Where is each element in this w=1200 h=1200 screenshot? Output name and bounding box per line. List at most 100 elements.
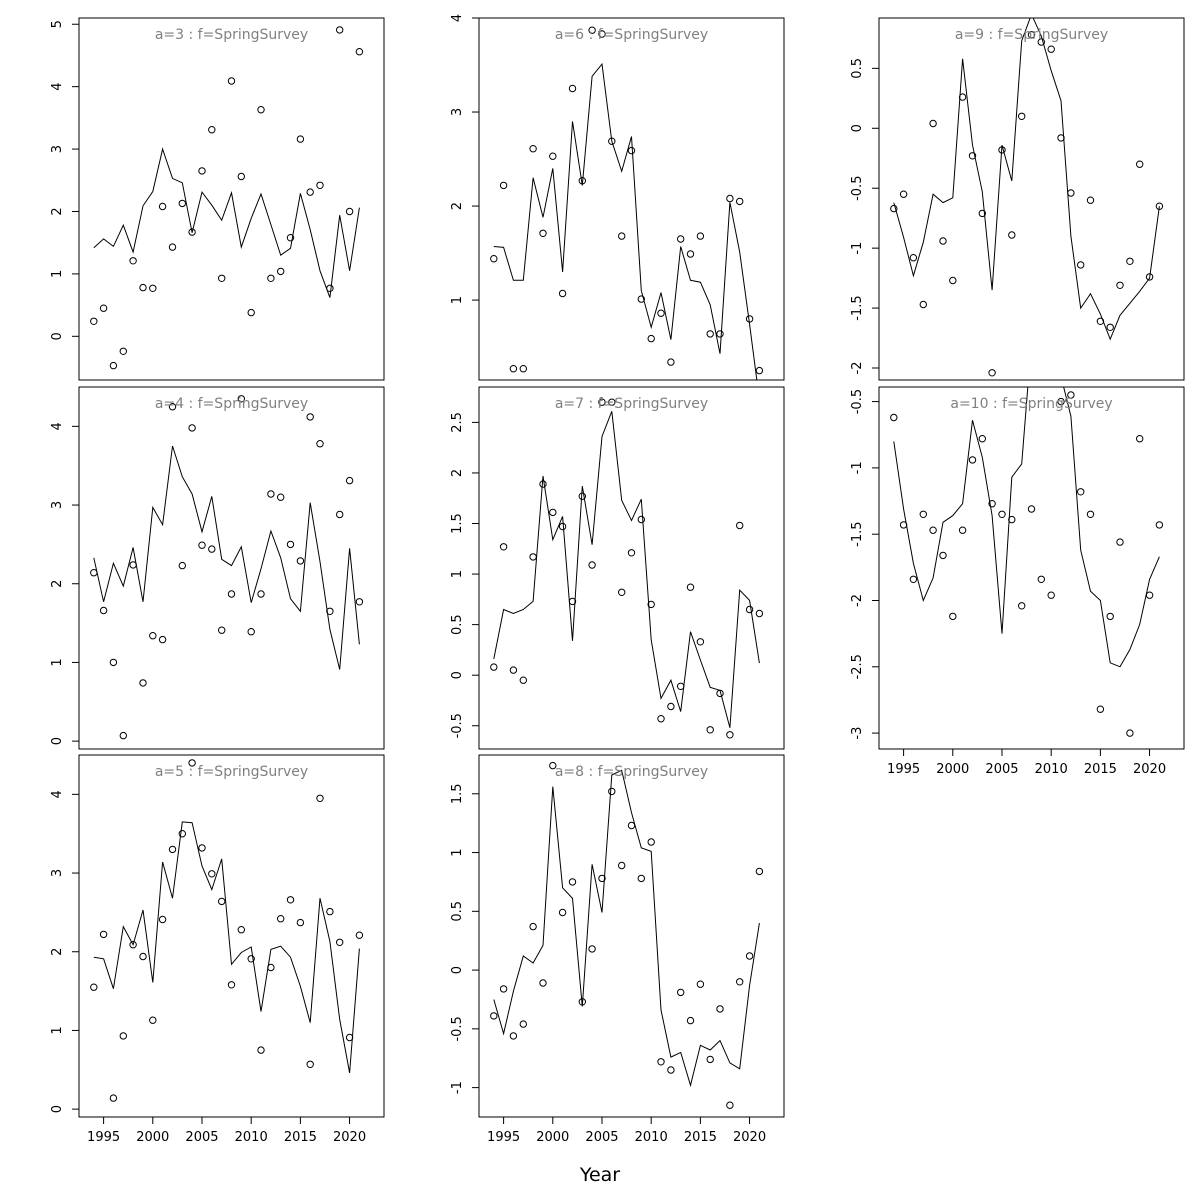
observed-point: [227, 590, 236, 598]
observed-point: [598, 874, 606, 883]
y-tick-label: -0.5: [850, 176, 865, 201]
observed-point: [227, 981, 236, 989]
observed-point: [657, 1058, 665, 1066]
panel-title: a=4 : f=SpringSurvey: [155, 396, 308, 412]
observed-point: [129, 257, 137, 265]
observed-point: [336, 26, 344, 34]
y-tick-label: 1.5: [450, 783, 465, 804]
observed-point: [168, 403, 177, 411]
y-tick-label: 1: [450, 296, 465, 304]
panel-6: -3 -2.5 -2 -1.5 -1 -0.5 1995 2000 2005 2010 2015 20…: [850, 386, 1185, 777]
observed-point: [618, 861, 626, 870]
observed-point: [998, 146, 1006, 154]
observed-point: [539, 480, 547, 488]
observed-point: [139, 679, 147, 687]
x-tick-label: 1995: [87, 1130, 120, 1145]
panel-1: 0 1 2 3 4 5 a=3 : f=SpringSurvey: [50, 17, 385, 381]
observed-point: [706, 330, 714, 338]
observed-point: [909, 254, 918, 262]
fitted-line: [93, 821, 360, 1073]
observed-point: [578, 492, 586, 500]
observed-point: [90, 569, 98, 577]
observed-point: [726, 1101, 734, 1109]
observed-point: [686, 583, 695, 591]
y-tick-label: 2.5: [450, 412, 465, 433]
observed-point: [529, 145, 537, 153]
observed-point: [755, 609, 764, 618]
observed-point: [686, 250, 695, 258]
plot-frame: [78, 386, 385, 750]
observed-point: [355, 598, 364, 606]
observed-point: [647, 838, 655, 846]
observed-point: [499, 543, 508, 551]
observed-point: [929, 526, 937, 534]
y-tick-label: 1.5: [450, 513, 465, 534]
observed-point: [726, 731, 734, 739]
observed-point: [716, 1005, 724, 1013]
observed-point: [1008, 515, 1016, 524]
observed-point: [355, 48, 364, 56]
fitted-line: [893, 18, 1160, 341]
observed-point: [208, 126, 216, 134]
y-tick-label: 1: [50, 270, 65, 278]
observed-point: [188, 228, 196, 236]
observed-point: [168, 845, 177, 854]
observed-point: [988, 369, 996, 377]
observed-point: [1047, 45, 1055, 53]
plot-frame: [78, 17, 385, 381]
observed-point: [109, 1094, 118, 1102]
observed-point: [726, 194, 734, 203]
plot-frame: [478, 386, 785, 750]
y-tick-label: 0.5: [450, 901, 465, 922]
observed-point: [1018, 112, 1026, 121]
observed-point: [745, 605, 754, 614]
observed-point: [968, 456, 977, 464]
y-tick-label: 0: [850, 124, 865, 132]
observed-point: [1116, 538, 1124, 546]
plot-area: [90, 395, 364, 740]
observed-point: [529, 922, 537, 931]
x-tick-label: 2020: [733, 1130, 766, 1145]
observed-point: [529, 553, 537, 561]
y-tick-label: 0: [50, 332, 65, 340]
fitted-line: [493, 769, 760, 1088]
observed-point: [1136, 435, 1144, 443]
panel-title: a=5 : f=SpringSurvey: [155, 764, 308, 780]
observed-point: [149, 1016, 157, 1024]
fitted-line: [893, 387, 1160, 668]
plot-frame: [478, 17, 785, 381]
y-tick-label: 4: [450, 14, 465, 22]
observed-point: [336, 510, 344, 519]
observed-point: [549, 508, 557, 517]
observed-point: [919, 510, 927, 518]
observed-point: [696, 638, 705, 646]
observed-point: [736, 197, 744, 206]
observed-point: [218, 897, 226, 906]
observed-point: [296, 918, 305, 927]
y-tick-label: 3: [50, 869, 65, 877]
y-tick-label: 2: [450, 469, 465, 477]
observed-point: [326, 607, 334, 615]
observed-point: [1027, 31, 1036, 39]
observed-point: [509, 1032, 518, 1040]
observed-point: [149, 632, 157, 640]
observed-point: [1057, 397, 1065, 406]
observed-point: [647, 334, 655, 343]
x-axis-label: Year: [579, 1164, 620, 1186]
plot-area: [490, 398, 764, 739]
observed-point: [99, 930, 108, 939]
observed-point: [237, 926, 246, 934]
observed-point: [549, 761, 557, 770]
observed-point: [578, 177, 586, 185]
observed-point: [286, 896, 295, 904]
x-tick-label: 2000: [536, 1130, 569, 1145]
y-tick-label: 4: [50, 422, 65, 430]
observed-point: [899, 190, 908, 198]
observed-point: [608, 787, 616, 796]
observed-point: [345, 476, 354, 485]
y-tick-label: -1.5: [850, 295, 865, 320]
observed-point: [1106, 612, 1114, 621]
observed-point: [637, 515, 645, 524]
observed-point: [499, 181, 508, 190]
observed-point: [306, 1060, 314, 1069]
